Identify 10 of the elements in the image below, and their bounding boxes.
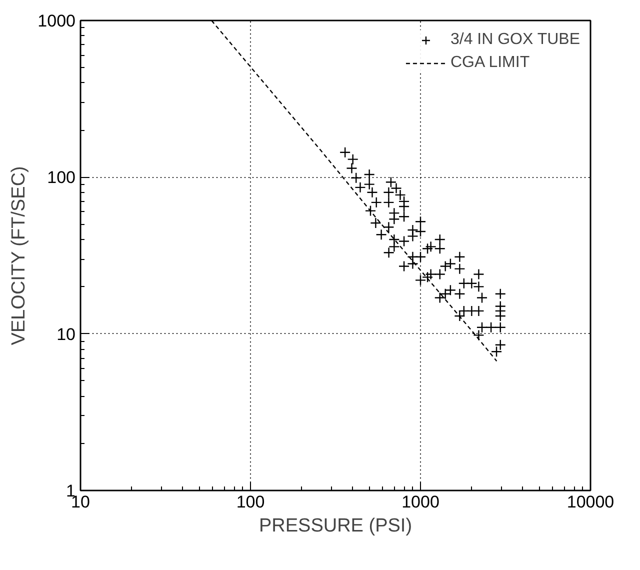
y-tick-label: 1000 bbox=[38, 12, 76, 30]
x-tick-label: 100 bbox=[236, 492, 265, 512]
x-tick-label: 10000 bbox=[566, 492, 614, 512]
y-tick-label: 10 bbox=[56, 324, 76, 344]
legend-label: CGA LIMIT bbox=[450, 54, 530, 72]
y-tick-label: 100 bbox=[47, 168, 76, 188]
x-tick-label: 1000 bbox=[402, 492, 440, 512]
y-axis-title: VELOCITY (FT/SEC) bbox=[8, 166, 30, 346]
legend-label: 3/4 IN GOX TUBE bbox=[450, 31, 580, 49]
x-axis-title: PRESSURE (PSI) bbox=[258, 516, 412, 536]
